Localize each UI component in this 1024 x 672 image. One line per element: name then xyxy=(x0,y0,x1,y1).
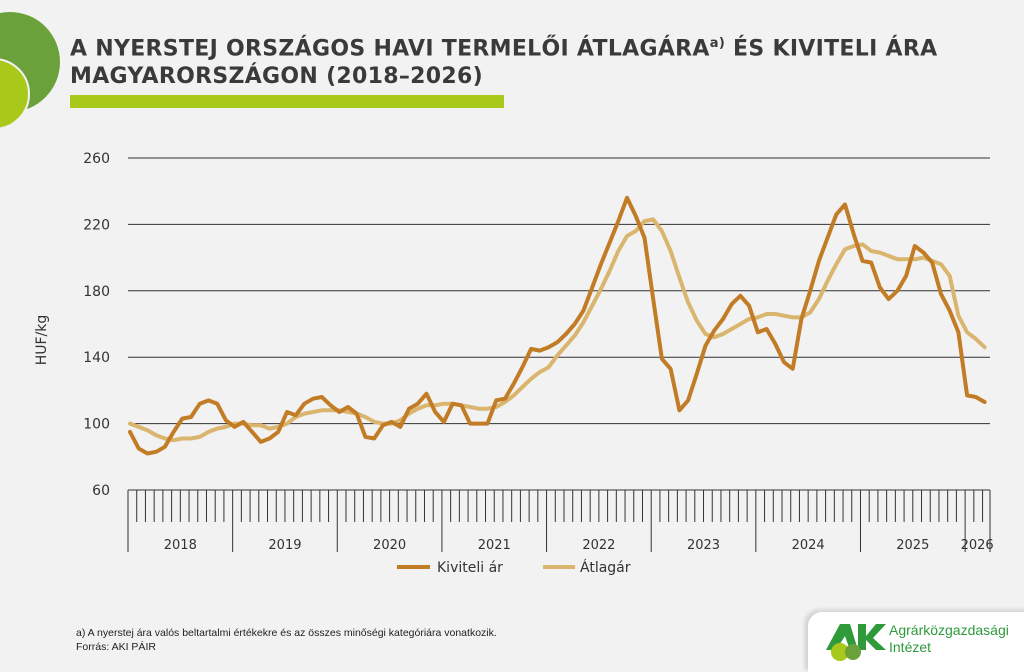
y-tick-label: 260 xyxy=(83,151,110,167)
x-year-label: 2019 xyxy=(268,538,301,553)
footer-notes: a) A nyerstej ára valós beltartalmi érté… xyxy=(76,626,497,654)
footnote: a) A nyerstej ára valós beltartalmi érté… xyxy=(76,626,497,640)
x-year-label: 2020 xyxy=(373,538,406,553)
legend-label-kiviteli: Kiviteli ár xyxy=(437,560,503,576)
logo-line2: Intézet xyxy=(889,639,1009,656)
x-year-label: 2024 xyxy=(792,538,825,553)
x-year-label: 2018 xyxy=(164,538,197,553)
x-year-label: 2022 xyxy=(582,538,615,553)
legend-label-atlag: Átlagár xyxy=(580,559,631,576)
y-tick-label: 220 xyxy=(83,217,110,233)
legend: Kiviteli ár Átlagár xyxy=(397,559,631,576)
x-year-label: 2023 xyxy=(687,538,720,553)
series-line-atlag xyxy=(130,219,985,440)
x-year-label: 2021 xyxy=(478,538,511,553)
y-tick-label: 140 xyxy=(83,350,110,366)
x-year-label: 2026 xyxy=(961,538,994,553)
source: Forrás: AKI PÁIR xyxy=(76,640,497,654)
y-tick-label: 180 xyxy=(83,284,110,300)
x-year-label: 2025 xyxy=(896,538,929,553)
y-tick-label: 100 xyxy=(83,417,110,433)
y-axis-label: HUF/kg xyxy=(34,315,50,366)
series-line-kiviteli xyxy=(130,198,985,454)
logo-line1: Agrárközgazdasági xyxy=(889,622,1009,639)
logo-text: Agrárközgazdasági Intézet xyxy=(889,622,1009,656)
y-tick-label: 60 xyxy=(92,483,110,499)
